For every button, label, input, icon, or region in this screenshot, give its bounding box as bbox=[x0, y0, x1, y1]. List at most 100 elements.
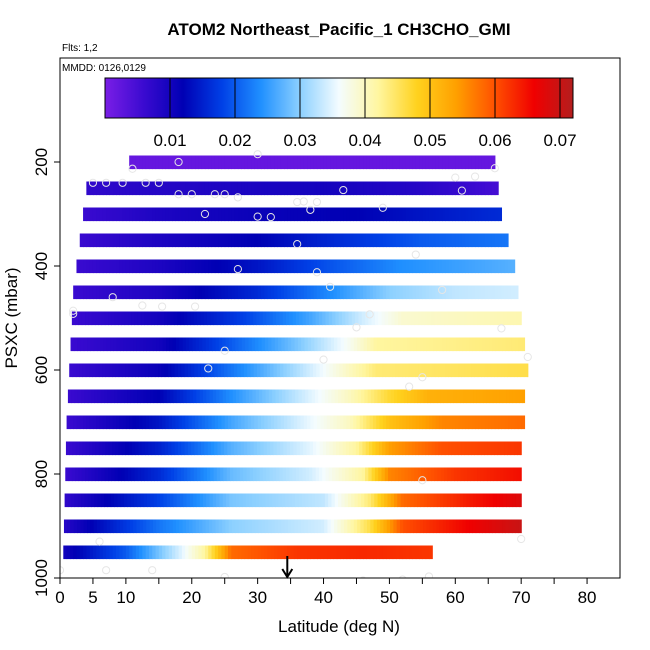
heatmap-cell bbox=[100, 337, 105, 352]
heatmap-cell bbox=[303, 207, 308, 222]
heatmap-cell bbox=[448, 415, 453, 430]
heatmap-cell bbox=[426, 493, 431, 508]
sample-point bbox=[69, 306, 78, 315]
heatmap-cell bbox=[121, 441, 126, 456]
heatmap-cell bbox=[378, 467, 383, 482]
heatmap-cell bbox=[340, 207, 344, 222]
heatmap-row bbox=[129, 155, 496, 170]
heatmap-cell bbox=[204, 259, 209, 274]
heatmap-cell bbox=[452, 155, 456, 170]
location-arrow bbox=[281, 556, 294, 579]
heatmap-cell bbox=[67, 389, 72, 404]
heatmap-cell bbox=[148, 415, 153, 430]
heatmap-cell bbox=[142, 259, 147, 274]
heatmap-cell bbox=[221, 285, 226, 300]
heatmap-cell bbox=[428, 545, 433, 560]
heatmap-cell bbox=[96, 233, 101, 248]
heatmap-cell bbox=[135, 363, 139, 378]
heatmap-cell bbox=[326, 545, 331, 560]
heatmap-cell bbox=[336, 415, 341, 430]
heatmap-cell bbox=[475, 181, 479, 196]
heatmap-cell bbox=[409, 337, 414, 352]
heatmap-cell bbox=[438, 181, 443, 196]
heatmap-cell bbox=[129, 545, 134, 560]
heatmap-cell bbox=[155, 545, 160, 560]
heatmap-cell bbox=[440, 311, 445, 326]
heatmap-cell bbox=[145, 233, 150, 248]
heatmap-cell bbox=[442, 259, 447, 274]
heatmap-cell bbox=[402, 207, 407, 222]
heatmap-cell bbox=[198, 259, 203, 274]
heatmap-cell bbox=[471, 233, 476, 248]
heatmap-cell bbox=[378, 441, 383, 456]
heatmap-cell bbox=[284, 155, 288, 170]
heatmap-cell bbox=[345, 467, 350, 482]
y-tick-label: 1000 bbox=[32, 559, 51, 597]
heatmap-cell bbox=[303, 415, 308, 430]
heatmap-cell bbox=[494, 363, 499, 378]
heatmap-cell bbox=[118, 441, 123, 456]
heatmap-cell bbox=[282, 311, 287, 326]
heatmap-cell bbox=[129, 155, 134, 170]
heatmap-cell bbox=[210, 467, 215, 482]
heatmap-cell bbox=[83, 233, 87, 248]
date-note: MMDD: 0126,0129 bbox=[62, 63, 146, 74]
heatmap-cell bbox=[498, 233, 503, 248]
sample-point bbox=[200, 209, 210, 219]
heatmap-cell bbox=[306, 441, 311, 456]
heatmap-cell bbox=[392, 415, 397, 430]
heatmap-cell bbox=[432, 259, 437, 274]
heatmap-cell bbox=[282, 389, 286, 404]
heatmap-cell bbox=[445, 181, 450, 196]
heatmap-cell bbox=[380, 493, 385, 508]
heatmap-cell bbox=[99, 181, 104, 196]
heatmap-cell bbox=[191, 155, 196, 170]
heatmap-cell bbox=[319, 441, 324, 456]
heatmap-cell bbox=[425, 233, 430, 248]
heatmap-cell bbox=[280, 285, 285, 300]
heatmap-cell bbox=[388, 311, 392, 326]
heatmap-cell bbox=[247, 441, 251, 456]
heatmap-cell bbox=[300, 285, 305, 300]
heatmap-cell bbox=[246, 311, 251, 326]
heatmap-cell bbox=[237, 181, 242, 196]
heatmap-cell bbox=[214, 363, 219, 378]
heatmap-cell bbox=[504, 259, 509, 274]
heatmap-cell bbox=[341, 311, 346, 326]
sample-point bbox=[293, 197, 302, 207]
heatmap-cell bbox=[492, 337, 497, 352]
heatmap-cell bbox=[290, 285, 295, 300]
heatmap-cell bbox=[396, 155, 400, 170]
heatmap-cell bbox=[419, 181, 423, 196]
heatmap-cell bbox=[106, 545, 111, 560]
heatmap-cell bbox=[469, 389, 474, 404]
heatmap-cell bbox=[86, 545, 91, 560]
heatmap-cell bbox=[133, 519, 138, 534]
heatmap-cell bbox=[114, 467, 119, 482]
heatmap-cell bbox=[326, 259, 331, 274]
heatmap-cell bbox=[403, 337, 408, 352]
heatmap-cell bbox=[268, 493, 273, 508]
heatmap-cell bbox=[232, 493, 237, 508]
heatmap-cell bbox=[440, 389, 445, 404]
heatmap-cell bbox=[409, 207, 414, 222]
arrow-head bbox=[281, 568, 294, 579]
heatmap-cell bbox=[162, 259, 167, 274]
heatmap-cell bbox=[254, 207, 259, 222]
heatmap-cell bbox=[127, 493, 132, 508]
heatmap-cell bbox=[277, 155, 282, 170]
heatmap-cell bbox=[245, 519, 250, 534]
heatmap-cell bbox=[89, 233, 94, 248]
heatmap-cell bbox=[217, 441, 222, 456]
heatmap-cell bbox=[201, 545, 206, 560]
heatmap-cell bbox=[402, 181, 407, 196]
heatmap-cell bbox=[445, 233, 450, 248]
heatmap-cell bbox=[466, 389, 471, 404]
heatmap-cell bbox=[273, 363, 278, 378]
heatmap-cell bbox=[278, 337, 282, 352]
heatmap-cell bbox=[369, 233, 374, 248]
heatmap-cell bbox=[264, 285, 269, 300]
heatmap-cell bbox=[500, 467, 504, 482]
heatmap-cell bbox=[97, 389, 102, 404]
heatmap-cell bbox=[108, 311, 112, 326]
